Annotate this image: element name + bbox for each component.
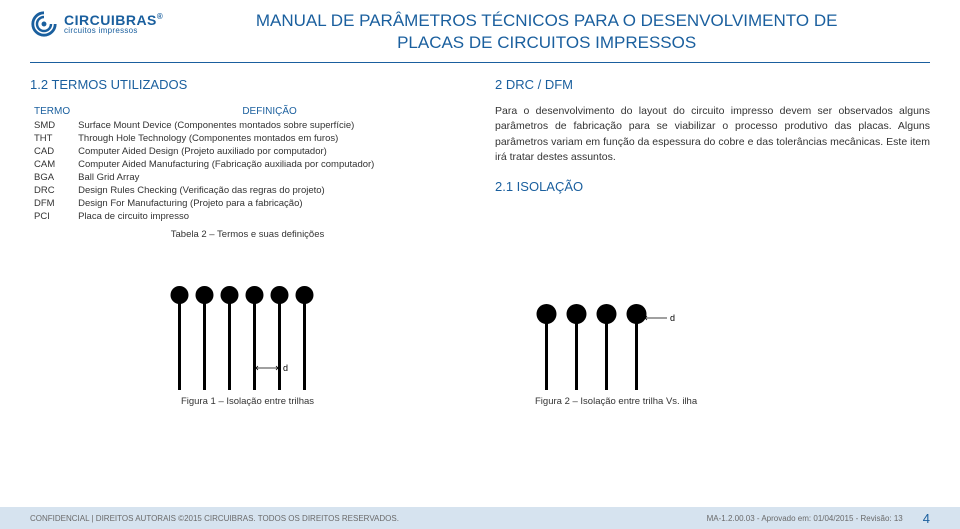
footer-doc-code: MA-1.2.00.03 - Aprovado em: 01/04/2015 -… xyxy=(707,514,903,523)
table-row: SMDSurface Mount Device (Componentes mon… xyxy=(30,119,465,132)
logo-tagline: circuitos impressos xyxy=(64,27,163,35)
section-subheading-isolation: 2.1 ISOLAÇÃO xyxy=(495,179,930,194)
logo-brand: CIRCUIBRAS® xyxy=(64,13,163,27)
table-row: CADComputer Aided Design (Projeto auxili… xyxy=(30,145,465,158)
figure-2-caption: Figura 2 – Isolação entre trilha Vs. ilh… xyxy=(535,396,697,407)
document-title: MANUAL DE PARÂMETROS TÉCNICOS PARA O DES… xyxy=(163,10,930,54)
table-caption: Tabela 2 – Termos e suas definições xyxy=(30,229,465,240)
svg-text:d: d xyxy=(283,363,288,373)
svg-text:d: d xyxy=(670,313,675,323)
logo: CIRCUIBRAS® circuitos impressos xyxy=(30,10,163,38)
table-row: CAMComputer Aided Manufacturing (Fabrica… xyxy=(30,158,465,171)
section-heading-drc: 2 DRC / DFM xyxy=(495,77,930,92)
table-row: THTThrough Hole Technology (Componentes … xyxy=(30,132,465,145)
figure-1-caption: Figura 1 – Isolação entre trilhas xyxy=(181,396,314,407)
table-row: DRCDesign Rules Checking (Verificação da… xyxy=(30,184,465,197)
figure-2-diagram: d xyxy=(525,290,705,390)
footer: CONFIDENCIAL | DIREITOS AUTORAIS ©2015 C… xyxy=(0,507,960,529)
figure-1-diagram: d xyxy=(148,260,348,390)
header-divider xyxy=(30,62,930,63)
terms-table: TERMO DEFINIÇÃO SMDSurface Mount Device … xyxy=(30,104,465,223)
table-header-term: TERMO xyxy=(30,104,74,119)
table-header-def: DEFINIÇÃO xyxy=(74,104,465,119)
table-row: PCIPlaca de circuito impresso xyxy=(30,210,465,223)
table-row: DFMDesign For Manufacturing (Projeto par… xyxy=(30,197,465,210)
figure-2: d Figura 2 – Isolação entre trilha Vs. i… xyxy=(495,290,930,407)
table-row: BGABall Grid Array xyxy=(30,171,465,184)
footer-copyright: CONFIDENCIAL | DIREITOS AUTORAIS ©2015 C… xyxy=(30,514,399,523)
paragraph-drc: Para o desenvolvimento do layout do circ… xyxy=(495,104,930,165)
logo-swirl-icon xyxy=(30,10,58,38)
figure-1: d Figura 1 – Isolação entre trilhas xyxy=(30,260,465,407)
section-heading-terms: 1.2 TERMOS UTILIZADOS xyxy=(30,77,465,92)
footer-page-number: 4 xyxy=(923,511,930,526)
